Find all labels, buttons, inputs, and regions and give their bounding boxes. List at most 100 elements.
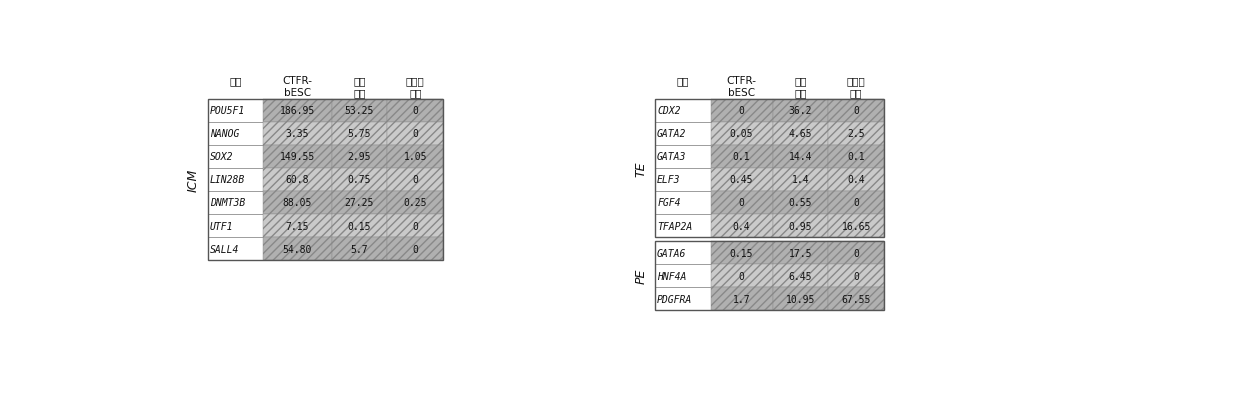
Bar — [332, 192, 388, 215]
Bar — [264, 145, 332, 168]
Text: 3.35: 3.35 — [286, 129, 310, 139]
Bar — [654, 288, 710, 311]
Text: HNF4A: HNF4A — [657, 271, 686, 281]
Text: 0.95: 0.95 — [789, 221, 813, 231]
Text: 0: 0 — [413, 221, 419, 231]
Bar — [332, 168, 388, 192]
Text: 0.45: 0.45 — [730, 175, 753, 185]
Text: DNMT3B: DNMT3B — [209, 198, 245, 208]
Bar — [773, 264, 829, 288]
Text: 6.45: 6.45 — [789, 271, 813, 281]
Text: 成纤维
细胞: 成纤维 细胞 — [406, 76, 425, 98]
Bar — [264, 215, 332, 238]
Text: 2.95: 2.95 — [348, 152, 372, 162]
Text: 成纤维
细胞: 成纤维 细胞 — [847, 76, 866, 98]
Text: 0.4: 0.4 — [732, 221, 751, 231]
Text: 0.1: 0.1 — [732, 152, 751, 162]
Bar — [773, 215, 829, 238]
Bar — [654, 99, 885, 238]
Text: 整个
胚泡: 整个 胚泡 — [353, 76, 366, 98]
Text: 7.15: 7.15 — [286, 221, 310, 231]
Bar — [710, 264, 773, 288]
Bar — [829, 145, 885, 168]
Bar — [829, 99, 885, 122]
Text: 0.25: 0.25 — [404, 198, 427, 208]
Bar — [388, 145, 444, 168]
Text: 0: 0 — [854, 248, 859, 258]
Text: PDGFRA: PDGFRA — [657, 294, 693, 304]
Text: 27.25: 27.25 — [344, 198, 374, 208]
Text: PE: PE — [634, 268, 647, 284]
Bar — [388, 215, 444, 238]
Bar — [654, 99, 710, 122]
Text: 54.80: 54.80 — [282, 244, 312, 254]
Bar — [773, 288, 829, 311]
Bar — [264, 99, 332, 122]
Text: 0.05: 0.05 — [730, 129, 753, 139]
Bar — [710, 99, 773, 122]
Bar — [773, 241, 829, 264]
Text: 60.8: 60.8 — [286, 175, 310, 185]
Text: GATA6: GATA6 — [657, 248, 686, 258]
Bar — [332, 238, 388, 260]
Text: ICM: ICM — [187, 168, 201, 192]
Bar — [710, 288, 773, 311]
Bar — [264, 168, 332, 192]
Bar — [208, 192, 264, 215]
Text: 0: 0 — [413, 106, 419, 116]
Bar — [388, 168, 444, 192]
Text: GATA3: GATA3 — [657, 152, 686, 162]
Bar — [388, 238, 444, 260]
Text: 0.15: 0.15 — [730, 248, 753, 258]
Text: UTF1: UTF1 — [209, 221, 233, 231]
Bar — [773, 145, 829, 168]
Bar — [654, 192, 710, 215]
Bar — [264, 122, 332, 145]
Bar — [654, 145, 710, 168]
Text: CTFR-
bESC: CTFR- bESC — [726, 76, 757, 98]
Text: 2.5: 2.5 — [847, 129, 865, 139]
Bar — [710, 168, 773, 192]
Bar — [388, 192, 444, 215]
Text: 36.2: 36.2 — [789, 106, 813, 116]
Text: 0: 0 — [854, 198, 859, 208]
Bar — [710, 215, 773, 238]
Text: TE: TE — [634, 161, 647, 176]
Bar — [654, 241, 885, 311]
Text: 88.05: 88.05 — [282, 198, 312, 208]
Text: 0: 0 — [413, 175, 419, 185]
Text: 16.65: 16.65 — [841, 221, 871, 231]
Text: 0.75: 0.75 — [348, 175, 372, 185]
Text: 0.1: 0.1 — [847, 152, 865, 162]
Bar — [264, 238, 332, 260]
Text: 149.55: 149.55 — [280, 152, 315, 162]
Text: SALL4: SALL4 — [209, 244, 239, 254]
Bar — [829, 288, 885, 311]
Bar — [388, 122, 444, 145]
Text: LIN28B: LIN28B — [209, 175, 245, 185]
Bar — [773, 122, 829, 145]
Text: 整个
胚泡: 整个 胚泡 — [794, 76, 807, 98]
Bar — [208, 238, 264, 260]
Text: 1.05: 1.05 — [404, 152, 427, 162]
Bar — [208, 122, 264, 145]
Text: NANOG: NANOG — [209, 129, 239, 139]
Bar — [829, 122, 885, 145]
Bar — [332, 215, 388, 238]
Bar — [654, 122, 710, 145]
Text: POU5F1: POU5F1 — [209, 106, 245, 116]
Text: 0: 0 — [738, 106, 745, 116]
Bar — [332, 122, 388, 145]
Text: SOX2: SOX2 — [209, 152, 233, 162]
Bar — [829, 192, 885, 215]
Text: GATA2: GATA2 — [657, 129, 686, 139]
Bar — [208, 145, 264, 168]
Text: 67.55: 67.55 — [841, 294, 871, 304]
Text: 4.65: 4.65 — [789, 129, 813, 139]
Text: CDX2: CDX2 — [657, 106, 680, 116]
Bar — [388, 99, 444, 122]
Text: 0: 0 — [738, 271, 745, 281]
Bar — [773, 99, 829, 122]
Text: 53.25: 53.25 — [344, 106, 374, 116]
Bar — [829, 241, 885, 264]
